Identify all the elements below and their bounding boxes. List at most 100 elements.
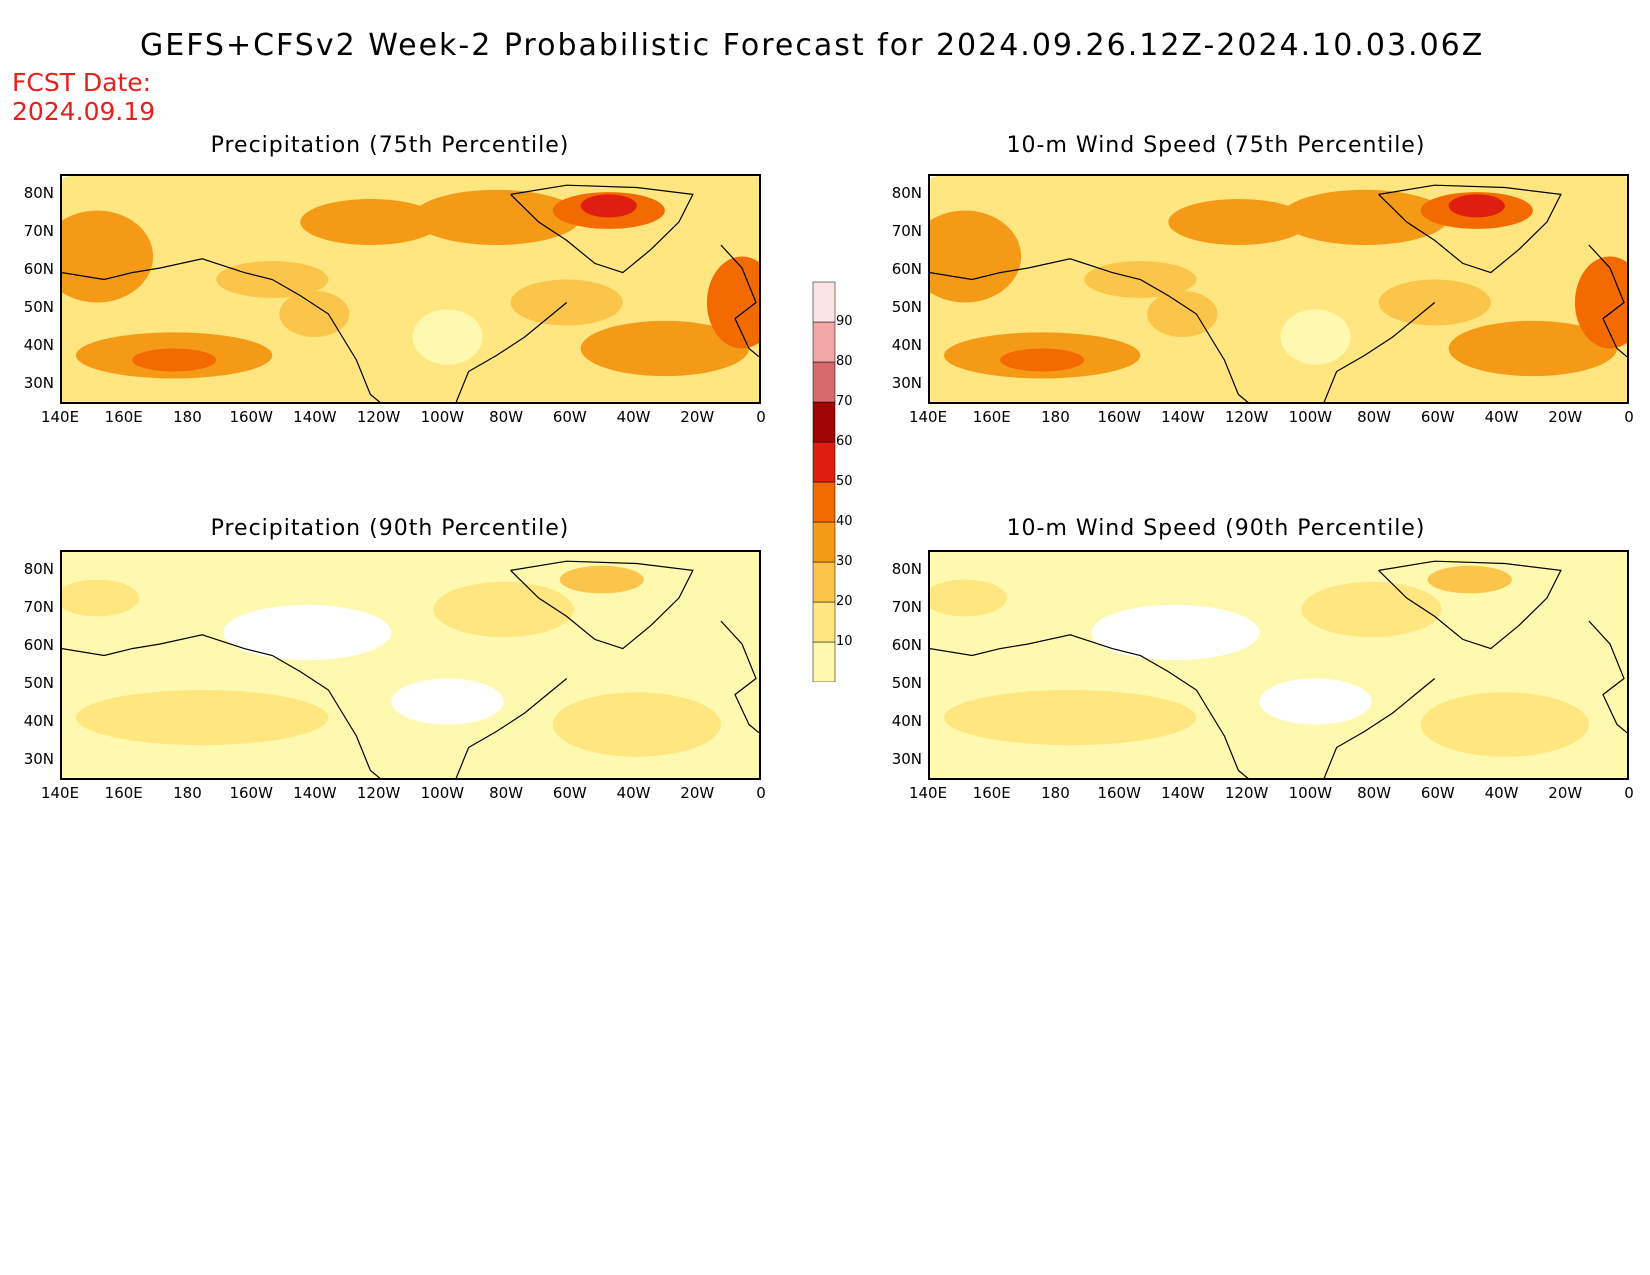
probability-contour — [132, 348, 217, 372]
probability-contour — [412, 309, 483, 365]
probability-contour — [552, 692, 721, 757]
latitude-label: 70N — [23, 222, 54, 240]
coastline — [1323, 678, 1436, 778]
longitude-label: 160W — [229, 784, 273, 802]
probability-contour — [580, 320, 749, 377]
colorbar-tick-label: 90 — [836, 314, 853, 329]
longitude-label: 100W — [420, 408, 465, 426]
longitude-label: 20W — [1548, 784, 1583, 802]
coastline — [1588, 244, 1627, 358]
longitude-label: 40W — [1484, 784, 1519, 802]
map-wind-90 — [928, 550, 1629, 780]
longitude-label: 0 — [756, 784, 766, 802]
probability-contour — [1168, 199, 1309, 245]
longitude-label: 60W — [1420, 408, 1455, 426]
probability-contour — [580, 194, 637, 218]
forecast-date-label: FCST Date: — [12, 68, 152, 97]
probability-contour — [391, 678, 504, 725]
longitude-label: 140W — [1161, 408, 1205, 426]
longitude-label: 180 — [1041, 408, 1070, 426]
coastline — [455, 302, 568, 402]
longitude-label: 120W — [356, 408, 401, 426]
longitude-label: 0 — [1624, 784, 1634, 802]
main-title: GEFS+CFSv2 Week-2 Probabilistic Forecast… — [140, 28, 1485, 63]
latitude-label: 50N — [23, 674, 54, 692]
probability-contour — [223, 604, 392, 661]
probability-contour — [510, 279, 623, 326]
coastline — [1588, 620, 1627, 734]
colorbar — [812, 281, 836, 682]
longitude-label: 160W — [229, 408, 273, 426]
longitude-label: 60W — [1420, 784, 1455, 802]
latitude-label: 30N — [891, 750, 922, 768]
colorbar-tick-label: 40 — [836, 514, 853, 529]
colorbar-segment — [812, 521, 836, 563]
probability-contour — [1378, 279, 1491, 326]
longitude-label: 160E — [104, 408, 143, 426]
map-canvas — [62, 552, 759, 778]
probability-contour — [300, 199, 441, 245]
longitude-label: 120W — [356, 784, 401, 802]
probability-contour — [1147, 291, 1218, 337]
coastline — [930, 634, 1249, 778]
panel-title-wind-75: 10-m Wind Speed (75th Percentile) — [1006, 133, 1426, 158]
longitude-label: 120W — [1224, 408, 1269, 426]
probability-contour — [1427, 565, 1512, 594]
probability-contour — [1448, 194, 1505, 218]
longitude-label: 20W — [1548, 408, 1583, 426]
probability-contour — [62, 210, 154, 303]
colorbar-tick-label: 80 — [836, 354, 853, 369]
latitude-label: 50N — [891, 298, 922, 316]
probability-contour — [1280, 309, 1351, 365]
longitude-label: 140W — [293, 784, 337, 802]
colorbar-tick-label: 70 — [836, 394, 853, 409]
latitude-label: 30N — [23, 374, 54, 392]
longitude-label: 160W — [1097, 784, 1141, 802]
probability-contour — [706, 256, 759, 349]
latitude-label: 40N — [891, 712, 922, 730]
probability-contour — [944, 690, 1197, 746]
colorbar-segment — [812, 321, 836, 363]
longitude-label: 140E — [40, 784, 80, 802]
latitude-label: 70N — [891, 598, 922, 616]
longitude-label: 140W — [1161, 784, 1205, 802]
colorbar-tick-label: 20 — [836, 594, 853, 609]
map-precip-90 — [60, 550, 761, 780]
latitude-label: 40N — [23, 336, 54, 354]
latitude-label: 60N — [23, 260, 54, 278]
longitude-label: 180 — [1041, 784, 1070, 802]
map-canvas — [62, 176, 759, 402]
probability-contour — [930, 210, 1022, 303]
longitude-label: 20W — [680, 408, 715, 426]
probability-contour — [1091, 604, 1260, 661]
latitude-label: 40N — [23, 712, 54, 730]
coastline — [510, 560, 694, 650]
latitude-label: 80N — [891, 560, 922, 578]
latitude-label: 50N — [23, 298, 54, 316]
coastline — [510, 184, 694, 274]
coastline — [1378, 560, 1562, 650]
longitude-label: 80W — [1357, 408, 1392, 426]
probability-contour — [76, 690, 329, 746]
longitude-label: 80W — [489, 784, 524, 802]
probability-contour — [433, 581, 574, 638]
map-canvas — [930, 176, 1627, 402]
probability-contour — [1259, 678, 1372, 725]
longitude-label: 60W — [552, 784, 587, 802]
colorbar-segment — [812, 281, 836, 323]
latitude-label: 60N — [891, 636, 922, 654]
longitude-label: 80W — [1357, 784, 1392, 802]
longitude-label: 40W — [616, 408, 651, 426]
colorbar-segment — [812, 401, 836, 443]
coastline — [455, 678, 568, 778]
longitude-label: 100W — [420, 784, 465, 802]
map-precip-75 — [60, 174, 761, 404]
latitude-label: 80N — [891, 184, 922, 202]
latitude-label: 30N — [891, 374, 922, 392]
longitude-label: 120W — [1224, 784, 1269, 802]
probability-contour — [1574, 256, 1627, 349]
probability-contour — [1280, 189, 1449, 245]
longitude-label: 0 — [756, 408, 766, 426]
latitude-label: 70N — [891, 222, 922, 240]
probability-contour — [930, 579, 1008, 617]
